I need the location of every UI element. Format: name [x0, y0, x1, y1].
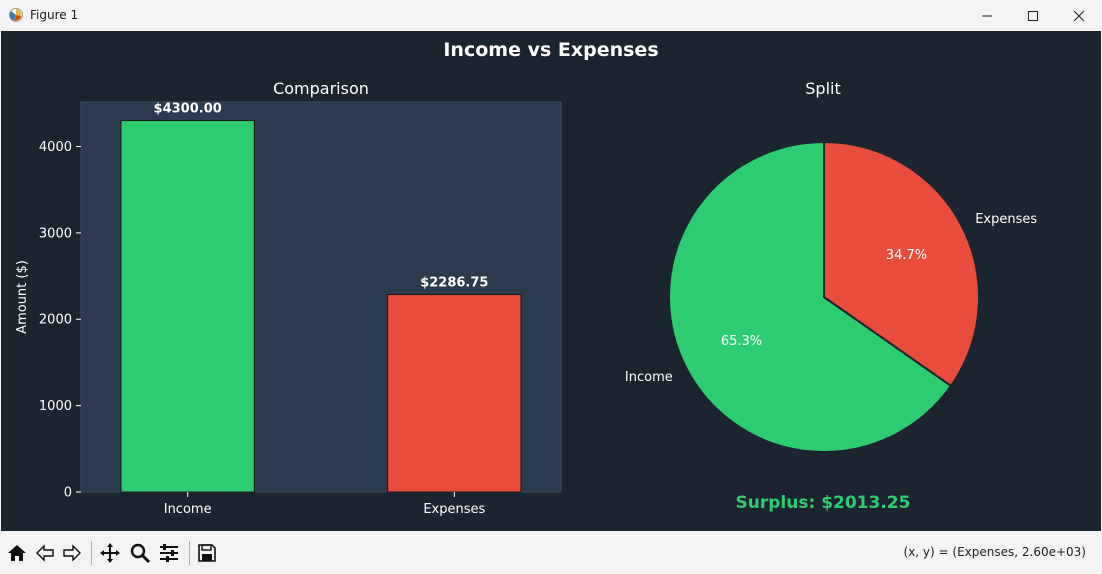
- navigation-toolbar: (x, y) = (Expenses, 2.60e+03): [0, 531, 1102, 574]
- title-bar: Figure 1: [0, 0, 1102, 31]
- pie-slice-expenses: [823, 140, 980, 388]
- bar-income: [120, 120, 255, 493]
- y-tick-label: 2000: [39, 313, 72, 328]
- pie-slice-income: [668, 140, 953, 453]
- window-title: Figure 1: [30, 8, 79, 22]
- forward-icon: [63, 544, 81, 562]
- pan-button[interactable]: [97, 540, 123, 566]
- pan-icon: [100, 543, 120, 563]
- toolbar-separator: [189, 541, 190, 565]
- app-icon: [8, 7, 24, 23]
- close-icon: [1073, 10, 1085, 21]
- maximize-icon: [1028, 10, 1038, 21]
- bar-chart-title: Comparison: [273, 79, 369, 98]
- minimize-icon: [982, 15, 992, 16]
- pie-label: Expenses: [975, 212, 1037, 227]
- y-tick-label: 3000: [39, 226, 72, 241]
- back-icon: [36, 544, 54, 562]
- surplus-annotation: Surplus: $2013.25: [736, 493, 911, 513]
- x-tick-label: Income: [164, 502, 212, 517]
- cursor-coordinates: (x, y) = (Expenses, 2.60e+03): [903, 545, 1086, 559]
- save-button[interactable]: [194, 540, 220, 566]
- bar-value-label: $2286.75: [420, 275, 488, 290]
- forward-button[interactable]: [59, 540, 85, 566]
- back-button[interactable]: [32, 540, 58, 566]
- pie-chart-title: Split: [805, 79, 840, 98]
- bar-value-label: $4300.00: [154, 102, 222, 117]
- bar-expenses: [387, 293, 522, 493]
- pie-label: Income: [625, 370, 673, 385]
- y-axis-label: Amount ($): [15, 260, 30, 334]
- zoom-button[interactable]: [127, 540, 153, 566]
- y-tick-label: 0: [64, 486, 72, 501]
- close-button[interactable]: [1056, 0, 1102, 31]
- toolbar-separator: [91, 541, 92, 565]
- figure-title: Income vs Expenses: [443, 39, 658, 61]
- minimize-button[interactable]: [964, 0, 1010, 31]
- home-icon: [8, 545, 26, 561]
- figure-canvas[interactable]: Income vs Expenses Comparison 0 1000 2000 3…: [1, 31, 1101, 531]
- configure-button[interactable]: [156, 540, 182, 566]
- y-tick-label: 4000: [39, 140, 72, 155]
- x-tick-label: Expenses: [423, 502, 485, 517]
- zoom-icon: [130, 543, 151, 564]
- save-icon: [198, 544, 216, 562]
- pie-percent-label: 34.7%: [886, 248, 927, 263]
- configure-icon: [160, 544, 178, 562]
- home-button[interactable]: [4, 540, 30, 566]
- chart-svg[interactable]: Income vs Expenses Comparison 0 1000 2000 3…: [1, 31, 1101, 531]
- pie-percent-label: 65.3%: [721, 334, 762, 349]
- maximize-button[interactable]: [1010, 0, 1056, 31]
- y-tick-label: 1000: [39, 399, 72, 414]
